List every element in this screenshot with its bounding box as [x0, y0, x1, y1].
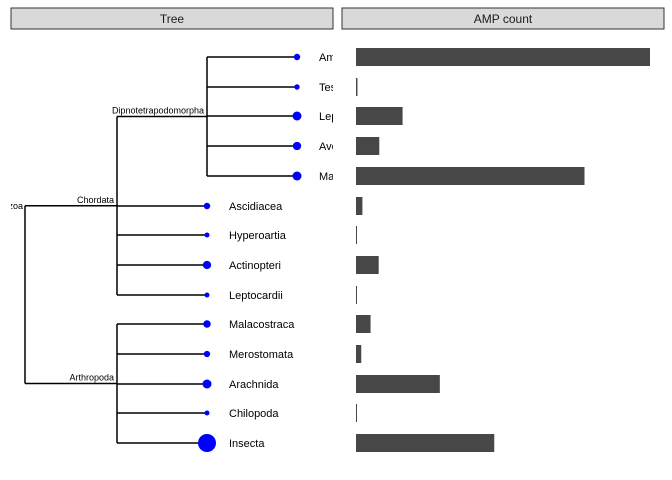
tip-point [202, 379, 212, 389]
tip-label: Tes [319, 82, 337, 94]
node-label-arthropoda: Arthropoda [69, 373, 114, 383]
bar-leptocardii [356, 286, 357, 304]
tip-label: Ma [319, 171, 335, 183]
tip-label: Merostomata [229, 349, 294, 361]
bar-aves [356, 137, 380, 155]
bar-hyperoartia [356, 226, 357, 244]
bar-insecta [356, 434, 495, 452]
bar-actinopteri [356, 256, 379, 274]
node-label-root: zoa [8, 201, 23, 211]
bar-series [356, 48, 650, 452]
bar-merostomata [356, 345, 362, 363]
bar-arachnida [356, 375, 440, 393]
tip-point [203, 320, 211, 328]
tip-point [204, 232, 210, 238]
tip-point [292, 171, 302, 181]
bar-testudines [356, 78, 358, 96]
tip-point [203, 202, 211, 210]
tip-point [202, 260, 212, 270]
tip-label: Ave [319, 141, 338, 153]
node-label-dipnotetrapodomorpha: Dipnotetrapodomorpha [112, 106, 204, 116]
tip-point [294, 84, 300, 90]
tip-label: Lep [319, 111, 337, 123]
tip-label: Chilopoda [229, 408, 279, 420]
tip-point [204, 410, 210, 416]
tip-label: Leptocardii [229, 290, 283, 302]
tip-point [292, 111, 302, 121]
node-label-chordata: Chordata [77, 195, 114, 205]
tip-point [198, 434, 216, 452]
bar-amphibia [356, 48, 650, 66]
tip-label: Actinopteri [229, 260, 281, 272]
tip-point [292, 141, 302, 151]
bar-mammalia [356, 167, 585, 185]
bar-panel-title: AMP count [474, 12, 533, 26]
phylogenetic-tree: zoa Chordata Dipnotetrapodomorpha Arthropod… [8, 52, 338, 452]
bar-lepidosauria [356, 107, 403, 125]
tip-label: Ascidiacea [229, 201, 283, 213]
bar-ascidiacea [356, 197, 363, 215]
tip-point [203, 350, 211, 358]
tip-point [204, 292, 210, 298]
tip-label: Hyperoartia [229, 230, 287, 242]
tip-label: Insecta [229, 438, 265, 450]
bar-malacostraca [356, 315, 371, 333]
bar-panel-strip: AMP count [341, 7, 665, 30]
tree-panel-strip: Tree [10, 7, 334, 30]
bar-chilopoda [356, 404, 357, 422]
tip-label: Arachnida [229, 379, 279, 391]
tip-label: Am [319, 52, 336, 64]
tree-panel-title: Tree [160, 12, 185, 26]
tip-point [293, 53, 301, 61]
tip-label: Malacostraca [229, 319, 295, 331]
